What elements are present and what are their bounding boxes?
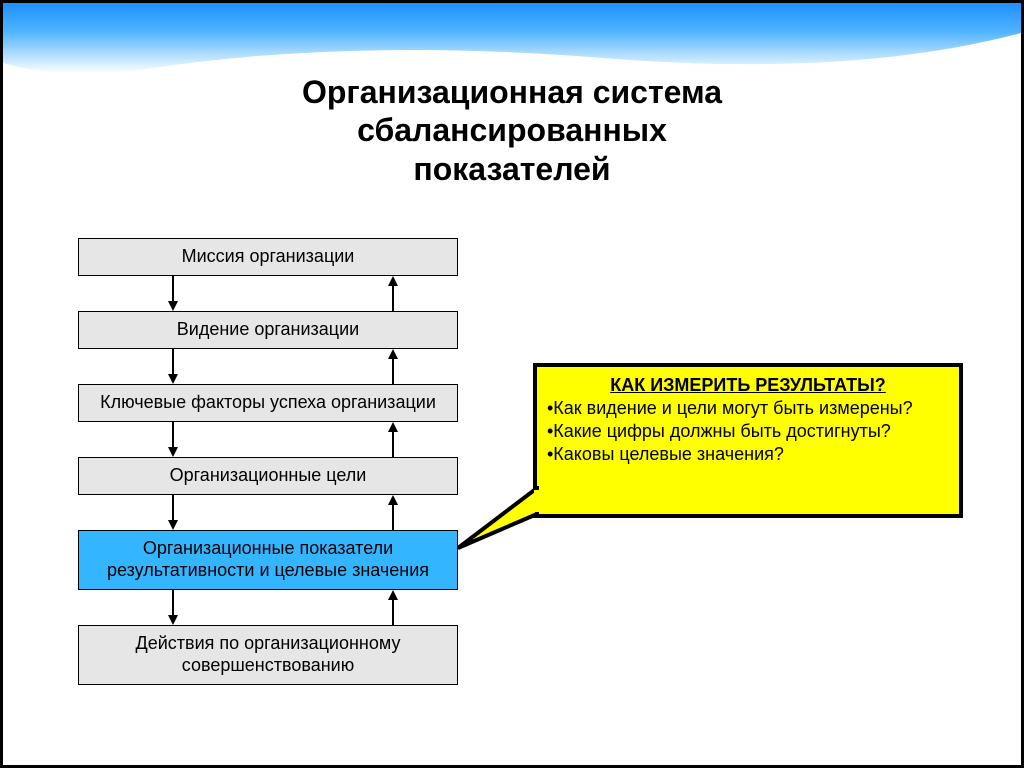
- callout-title: КАК ИЗМЕРИТЬ РЕЗУЛЬТАТЫ?: [547, 375, 949, 396]
- arrow-head-down-icon: [168, 520, 178, 530]
- callout-items: •Как видение и цели могут быть измерены?…: [547, 398, 949, 465]
- flow-box-5: Действия по организационному совершенств…: [78, 625, 458, 685]
- arrow-up: [392, 286, 394, 311]
- slide-title: Организационная система сбалансированных…: [258, 73, 767, 188]
- arrow-head-up-icon: [388, 422, 398, 432]
- arrow-head-down-icon: [168, 301, 178, 311]
- flow-box-1: Видение организации: [78, 311, 458, 349]
- arrow-up: [392, 600, 394, 625]
- flow-box-4: Организационные показатели результативно…: [78, 530, 458, 590]
- arrow-down: [172, 349, 174, 374]
- arrow-down: [172, 495, 174, 520]
- arrow-head-up-icon: [388, 349, 398, 359]
- arrow-down: [172, 276, 174, 301]
- slide: Организационная система сбалансированных…: [0, 0, 1024, 768]
- arrow-up: [392, 359, 394, 384]
- arrow-head-up-icon: [388, 276, 398, 286]
- callout-item-1: •Какие цифры должны быть достигнуты?: [547, 421, 949, 442]
- arrow-down: [172, 590, 174, 615]
- callout-item-2: •Каковы целевые значения?: [547, 444, 949, 465]
- callout-pointer: [456, 486, 539, 550]
- arrow-up: [392, 432, 394, 457]
- callout-box: КАК ИЗМЕРИТЬ РЕЗУЛЬТАТЫ? •Как видение и …: [533, 363, 963, 518]
- arrow-up: [392, 505, 394, 530]
- callout-item-0: •Как видение и цели могут быть измерены?: [547, 398, 949, 419]
- arrow-down: [172, 422, 174, 447]
- arrow-head-down-icon: [168, 447, 178, 457]
- arrow-head-down-icon: [168, 615, 178, 625]
- flow-box-3: Организационные цели: [78, 457, 458, 495]
- arrow-head-up-icon: [388, 495, 398, 505]
- arrow-head-up-icon: [388, 590, 398, 600]
- flow-box-2: Ключевые факторы успеха организации: [78, 384, 458, 422]
- arrow-head-down-icon: [168, 374, 178, 384]
- flow-box-0: Миссия организации: [78, 238, 458, 276]
